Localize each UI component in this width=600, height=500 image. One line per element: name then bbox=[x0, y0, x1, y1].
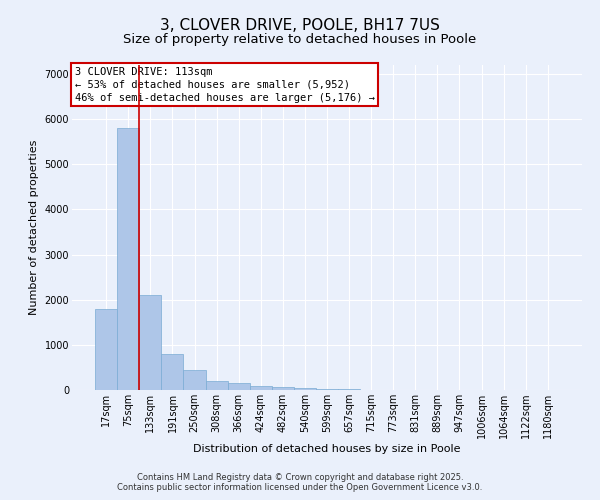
Text: Contains HM Land Registry data © Crown copyright and database right 2025.: Contains HM Land Registry data © Crown c… bbox=[137, 474, 463, 482]
Bar bbox=[117, 128, 139, 390]
Text: Size of property relative to detached houses in Poole: Size of property relative to detached ho… bbox=[124, 32, 476, 46]
Bar bbox=[294, 388, 316, 390]
Bar bbox=[161, 354, 184, 390]
Bar bbox=[338, 389, 360, 390]
Bar bbox=[206, 381, 227, 390]
Y-axis label: Number of detached properties: Number of detached properties bbox=[29, 140, 39, 315]
Text: Contains public sector information licensed under the Open Government Licence v3: Contains public sector information licen… bbox=[118, 484, 482, 492]
Bar bbox=[227, 383, 250, 390]
Bar bbox=[184, 370, 206, 390]
Bar bbox=[316, 388, 338, 390]
X-axis label: Distribution of detached houses by size in Poole: Distribution of detached houses by size … bbox=[193, 444, 461, 454]
Bar bbox=[95, 308, 117, 390]
Bar bbox=[139, 295, 161, 390]
Text: 3, CLOVER DRIVE, POOLE, BH17 7US: 3, CLOVER DRIVE, POOLE, BH17 7US bbox=[160, 18, 440, 32]
Bar bbox=[272, 388, 294, 390]
Bar bbox=[250, 386, 272, 390]
Text: 3 CLOVER DRIVE: 113sqm
← 53% of detached houses are smaller (5,952)
46% of semi-: 3 CLOVER DRIVE: 113sqm ← 53% of detached… bbox=[74, 66, 374, 103]
